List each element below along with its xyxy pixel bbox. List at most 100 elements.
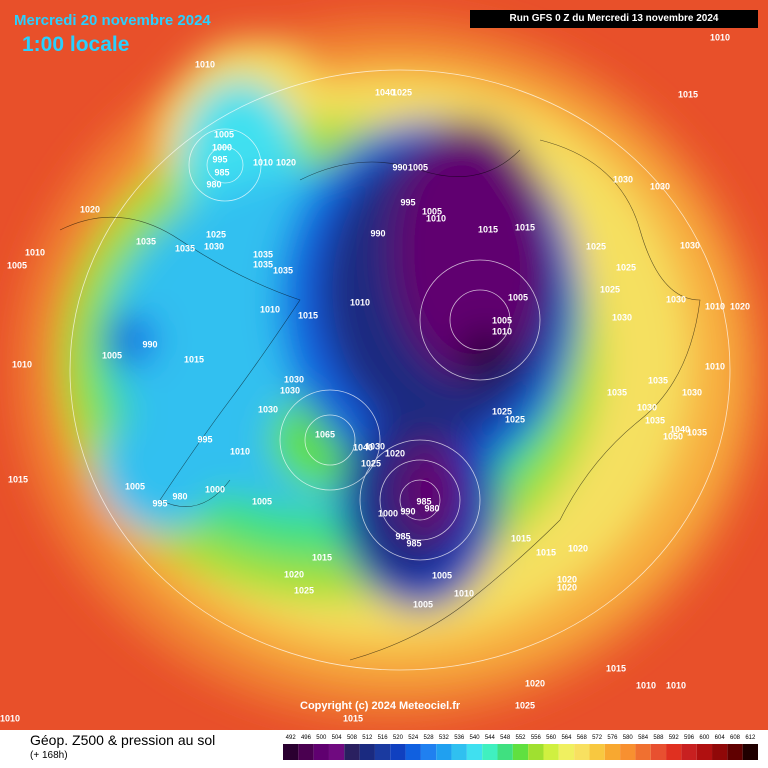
isobar-label: 1005 (413, 599, 433, 609)
isobar-label: 995 (212, 154, 227, 164)
scale-label: 576 (607, 735, 618, 741)
isobar-label: 1000 (212, 142, 232, 152)
isobar-label: 1025 (206, 229, 226, 239)
scale-label: 528 (424, 735, 435, 741)
color-swatch (604, 744, 621, 760)
isobar-label: 1035 (607, 387, 627, 397)
isobar-label: 1005 (422, 206, 442, 216)
color-swatch (359, 744, 375, 760)
isobar-label: 1015 (515, 222, 535, 232)
scale-label: 560 (546, 735, 557, 741)
scale-label: 604 (715, 735, 726, 741)
isobar-label: 1020 (557, 582, 577, 592)
color-swatch (650, 744, 667, 760)
isobar-label: 1030 (680, 240, 700, 250)
color-swatch (712, 744, 728, 760)
forecast-date: Mercredi 20 novembre 2024 (14, 12, 211, 29)
isobar-label: 1030 (637, 402, 657, 412)
isobar-label: 1020 (525, 678, 545, 688)
legend-footer: Géop. Z500 & pression au sol (+ 168h) 49… (0, 730, 768, 768)
isobar-label: 1025 (600, 284, 620, 294)
isobar-label: 1030 (280, 385, 300, 395)
isobar-label: 1035 (273, 265, 293, 275)
scale-label: 592 (669, 735, 680, 741)
isobar-label: 995 (197, 434, 212, 444)
color-swatch (589, 744, 605, 760)
isobar-label: 985 (395, 531, 410, 541)
isobar-label: 1005 (492, 315, 512, 325)
scale-label: 588 (653, 735, 664, 741)
scale-label: 524 (408, 735, 419, 741)
isobar-label: 1020 (557, 574, 577, 584)
isobars (69, 69, 731, 671)
isobar-label: 1030 (204, 241, 224, 251)
isobar-label: 1035 (645, 415, 665, 425)
scale-label: 512 (362, 735, 373, 741)
isobar-label: 1035 (648, 375, 668, 385)
isobar-label: 1035 (253, 249, 273, 259)
scale-label: 508 (347, 735, 358, 741)
isobar-label: 1015 (606, 663, 626, 673)
isobar-label: 1010 (710, 32, 730, 42)
color-swatch (482, 744, 498, 760)
isobar-label: 1010 (426, 213, 446, 223)
scale-label: 544 (485, 735, 496, 741)
isobar-label: 1035 (687, 427, 707, 437)
isobar-label: 1015 (8, 474, 28, 484)
color-swatch (466, 744, 483, 760)
isobar-label: 1035 (175, 243, 195, 253)
scale-label: 608 (730, 735, 741, 741)
isobar-label: 1015 (312, 552, 332, 562)
isobar-label: 1015 (478, 224, 498, 234)
isobar-label: 995 (400, 197, 415, 207)
isobar-label: 1010 (454, 588, 474, 598)
isobar-label: 1010 (705, 361, 725, 371)
isobar-label: 980 (172, 491, 187, 501)
isobar-label: 1005 (252, 496, 272, 506)
color-swatch (558, 744, 575, 760)
color-scale: 492 496 500 504 508 512 516 520 524 528 532 536 540 5… (283, 735, 758, 760)
isobar-label: 1005 (214, 129, 234, 139)
isobar-label: 990 (400, 506, 415, 516)
isobar-label: 1020 (730, 301, 750, 311)
color-swatch (681, 744, 697, 760)
isobar-label: 1025 (361, 458, 381, 468)
color-swatch (328, 744, 345, 760)
isobar-label: 1005 (432, 570, 452, 580)
isobar-label: 1010 (260, 304, 280, 314)
isobar-label: 1010 (230, 446, 250, 456)
isobar-label: 1040 (353, 442, 373, 452)
isobar-label: 1000 (378, 508, 398, 518)
scale-label: 504 (332, 735, 343, 741)
geopotential-field (15, 20, 765, 720)
isobar-label: 1005 (102, 350, 122, 360)
isobar-label: 990 (370, 228, 385, 238)
isobar-label: 1030 (650, 181, 670, 191)
isobar-label: 1005 (508, 292, 528, 302)
color-swatch (283, 744, 299, 760)
isobar-label: 1020 (80, 204, 100, 214)
color-swatch (696, 744, 713, 760)
isobar-label: 985 (416, 496, 431, 506)
color-swatch (374, 744, 391, 760)
color-swatch (497, 744, 513, 760)
isobar-label: 1010 (492, 326, 512, 336)
isobar-label: 1015 (343, 713, 363, 723)
isobar-labels: 1010 1010 1040 1025 1015 1005 1000 995 985 980 101… (0, 32, 750, 723)
isobar-label: 1020 (284, 569, 304, 579)
isobar-label: 1010 (25, 247, 45, 257)
isobar-label: 1015 (678, 89, 698, 99)
isobar-label: 980 (206, 179, 221, 189)
legend-subtitle: (+ 168h) (30, 750, 68, 761)
local-time: 1:00 locale (22, 33, 130, 56)
color-swatch (405, 744, 421, 760)
isobar-label: 1010 (12, 359, 32, 369)
isobar-label: 1015 (536, 547, 556, 557)
isobar-label: 1010 (666, 680, 686, 690)
color-swatch (420, 744, 437, 760)
scale-label: 600 (699, 735, 710, 741)
isobar-label: 1005 (7, 260, 27, 270)
color-swatch (635, 744, 651, 760)
color-swatch (344, 744, 360, 760)
color-swatch (727, 744, 743, 760)
